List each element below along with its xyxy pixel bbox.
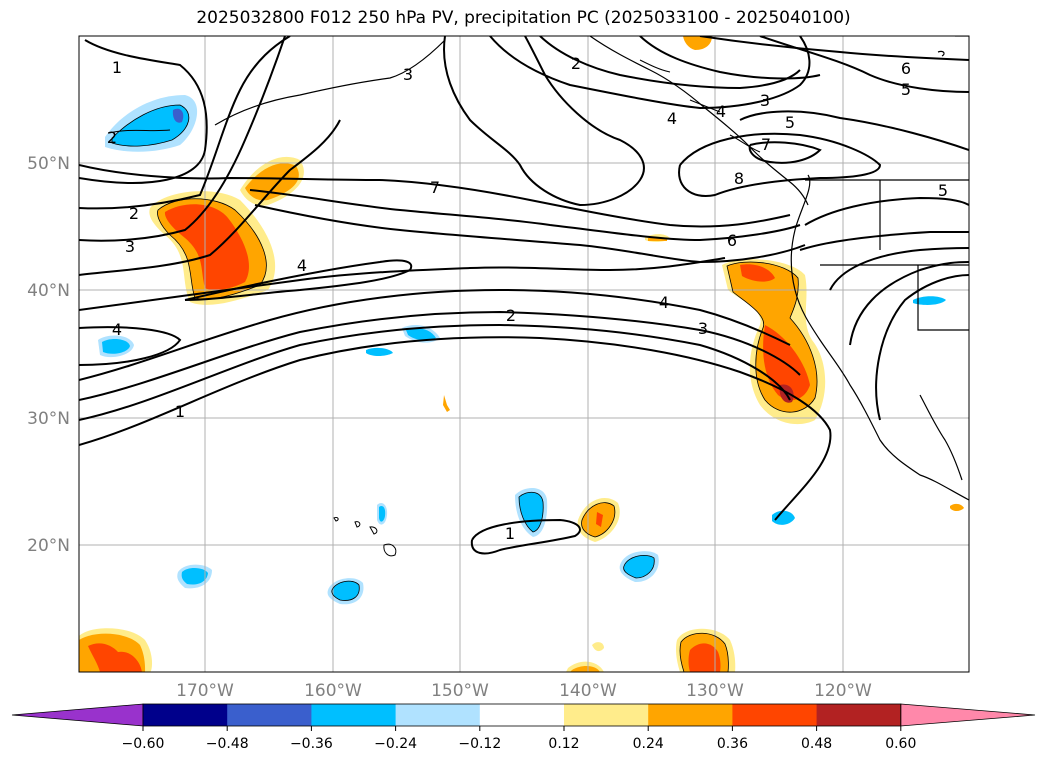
colorbar-tick-label: 0.24	[633, 736, 664, 752]
lat-label: 50°N	[27, 154, 70, 174]
contour-label: 5	[785, 113, 795, 132]
colorbar-tick-label: −0.60	[122, 736, 165, 752]
colorbar-tick-label: 0.36	[717, 736, 748, 752]
colorbar-bin	[395, 704, 481, 726]
lat-label: 30°N	[27, 409, 70, 429]
colorbar-extend-low	[11, 703, 144, 727]
colorbar-tick-label: 0.12	[548, 736, 579, 752]
contour-label: 2	[571, 54, 581, 73]
contour-label: 8	[734, 169, 744, 188]
contour-label: 5	[938, 181, 948, 200]
lat-label: 40°N	[27, 281, 70, 301]
contour-label: 4	[659, 293, 669, 312]
colorbar-frame	[142, 703, 902, 727]
colorbar-bin	[311, 704, 397, 726]
contour-label: 3	[403, 65, 413, 84]
contour-label: 3	[760, 91, 770, 110]
colorbar-bin	[816, 704, 902, 726]
colorbar-bin	[143, 704, 228, 726]
map-plot-area: 1 2 2 3 4 4 3 7 6 5 3 4 5 7 8 6 4 2 3 1 …	[79, 36, 969, 672]
contour-label: 4	[297, 256, 307, 275]
contour-label: 2	[107, 128, 117, 147]
contour-label: 3	[698, 319, 708, 338]
contour-label: 4	[667, 109, 677, 128]
map-frame	[78, 35, 970, 673]
colorbar-tick-label: −0.36	[290, 736, 333, 752]
latitude-labels: 50°N 40°N 30°N 20°N	[27, 154, 70, 556]
contour-label: 7	[430, 178, 440, 197]
contour-label: 1	[505, 524, 515, 543]
colorbar-bin	[732, 704, 818, 726]
colorbar: −0.60 −0.48 −0.36 −0.24 −0.12 0.12 0.24 0.36 0.4…	[11, 703, 1036, 752]
colorbar-bin	[648, 704, 733, 726]
precip-outlines	[111, 104, 818, 672]
colorbar-tick-label: −0.48	[206, 736, 249, 752]
lon-label: 150°W	[431, 681, 489, 701]
contour-label: 6	[901, 59, 911, 78]
contour-labels: 1 2 2 3 4 4 3 7 6 5 3 4 5 7 8 6 4 2 3 1 …	[107, 54, 948, 543]
lon-label: 140°W	[559, 681, 617, 701]
lon-label: 160°W	[304, 681, 362, 701]
contour-label: 6	[727, 231, 737, 250]
coastlines	[214, 36, 969, 501]
lon-label: 120°W	[814, 681, 872, 701]
colorbar-bin	[564, 704, 649, 726]
contour-label: 1	[112, 58, 122, 77]
colorbar-tick-label: 0.60	[885, 736, 916, 752]
contour-label: 7	[761, 135, 771, 154]
contour-label: 1	[175, 402, 185, 421]
colorbar-tick-label: −0.24	[374, 736, 417, 752]
colorbar-bin	[479, 704, 565, 726]
pv-contours	[79, 36, 969, 555]
map-title: 2025032800 F012 250 hPa PV, precipitatio…	[196, 8, 851, 28]
colorbar-tick-label: 0.48	[801, 736, 832, 752]
colorbar-tick-label: −0.12	[458, 736, 501, 752]
lat-label: 20°N	[27, 536, 70, 556]
contour-label: 5	[901, 80, 911, 99]
colorbar-bin	[227, 704, 312, 726]
islands	[108, 59, 761, 557]
lon-label: 130°W	[686, 681, 744, 701]
contour-label: 4	[716, 102, 726, 121]
lon-label: 170°W	[176, 681, 234, 701]
contour-label: 4	[112, 320, 122, 339]
colorbar-extend-high	[900, 703, 1036, 727]
contour-label: 2	[506, 306, 516, 325]
contour-label: 3	[125, 237, 135, 256]
contour-label: 2	[129, 204, 139, 223]
longitude-labels: 170°W 160°W 150°W 140°W 130°W 120°W	[176, 681, 872, 701]
